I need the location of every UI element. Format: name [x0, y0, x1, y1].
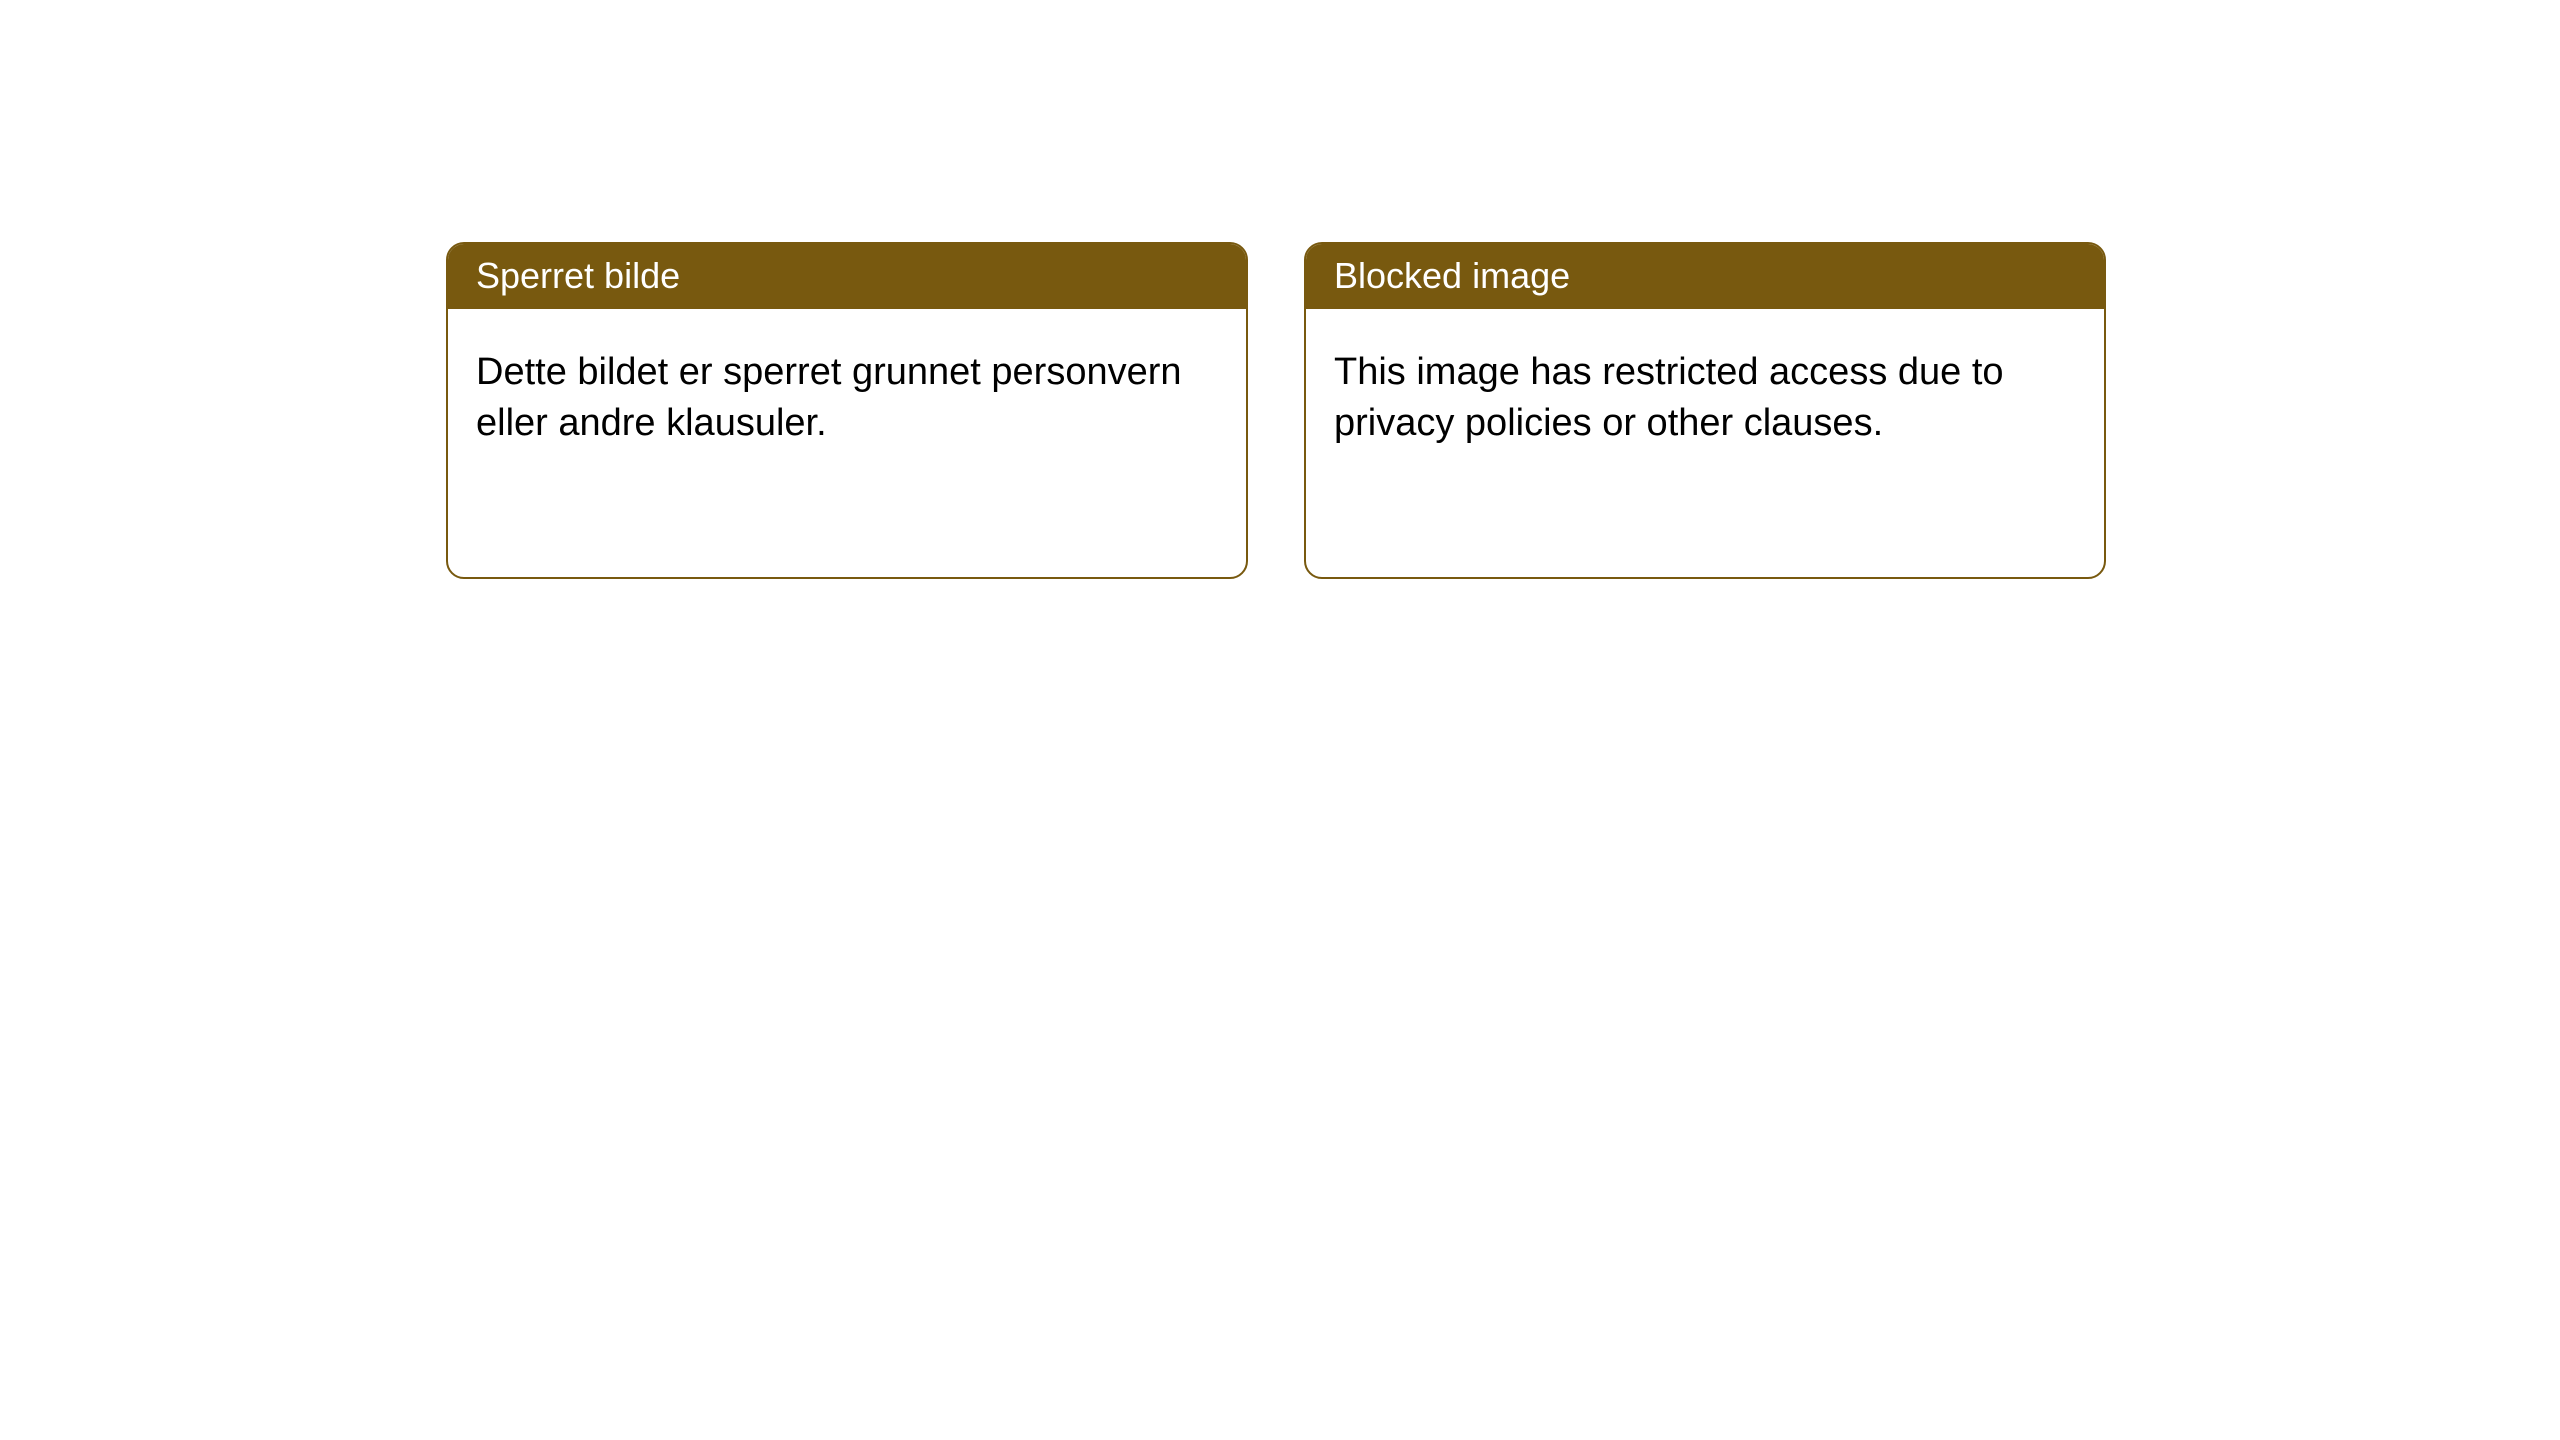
notice-body-text-no: Dette bildet er sperret grunnet personve…: [476, 347, 1218, 450]
notice-card-no: Sperret bilde Dette bildet er sperret gr…: [446, 242, 1248, 579]
notice-header-no: Sperret bilde: [448, 244, 1246, 309]
notice-body-no: Dette bildet er sperret grunnet personve…: [448, 309, 1246, 577]
notice-header-en: Blocked image: [1306, 244, 2104, 309]
notice-header-text-en: Blocked image: [1334, 255, 1570, 296]
notice-card-en: Blocked image This image has restricted …: [1304, 242, 2106, 579]
notice-container: Sperret bilde Dette bildet er sperret gr…: [0, 0, 2560, 579]
notice-body-text-en: This image has restricted access due to …: [1334, 347, 2076, 450]
notice-header-text-no: Sperret bilde: [476, 255, 680, 296]
notice-body-en: This image has restricted access due to …: [1306, 309, 2104, 577]
